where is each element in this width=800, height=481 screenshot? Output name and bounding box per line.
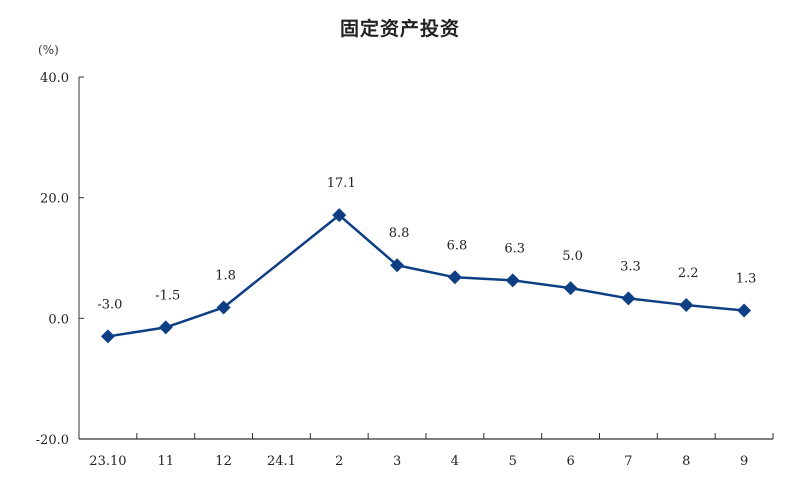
diamond-marker [505,273,520,288]
x-tick-label: 2 [335,454,343,469]
y-axis-unit-label: (%) [38,43,59,57]
x-tick-label: 3 [393,454,401,469]
x-tick-label: 23.10 [89,454,126,469]
data-label: 2.2 [678,266,699,281]
x-tick-label: 6 [566,454,574,469]
series-line [107,213,745,338]
data-label: -3.0 [97,297,122,312]
data-label: 1.8 [215,268,236,283]
y-tick-label: 0.0 [48,312,69,327]
data-label: 6.8 [447,238,468,253]
data-label: 5.0 [562,249,583,264]
data-label: 1.3 [736,271,757,286]
y-tick-label: 40.0 [40,71,69,86]
x-tick-label: 24.1 [267,454,296,469]
y-tick-label: 20.0 [40,192,69,207]
diamond-marker [216,300,231,315]
x-tick-label: 12 [215,454,232,469]
x-tick-label: 9 [740,454,748,469]
axes: -20.0 0.0 20.0 40.0 23.10 11 12 24.1 2 3 4 5 6 7 8 9 [36,71,774,469]
x-tick-label: 7 [624,454,632,469]
y-tick-label: -20.0 [36,433,69,448]
data-label: 17.1 [327,176,356,191]
diamond-marker [621,291,636,306]
diamond-marker [563,281,578,296]
data-label: 3.3 [620,259,641,274]
data-label: -1.5 [155,288,180,303]
x-tick-label: 8 [682,454,690,469]
data-series: -3.0 -1.5 1.8 17.1 8.8 6.8 6.3 5.0 3.3 2.2 1.3 [97,176,757,344]
data-label: 6.3 [504,241,525,256]
chart-title: 固定资产投资 [339,18,460,40]
x-tick-label: 4 [451,454,459,469]
diamond-marker [158,320,173,335]
diamond-marker [679,298,694,313]
data-label: 8.8 [389,226,410,241]
diamond-marker [447,270,462,285]
diamond-marker [737,303,752,318]
diamond-marker [390,258,405,273]
x-tick-label: 5 [509,454,517,469]
diamond-marker [100,329,115,344]
diamond-marker [332,208,347,223]
x-tick-label: 11 [157,454,174,469]
